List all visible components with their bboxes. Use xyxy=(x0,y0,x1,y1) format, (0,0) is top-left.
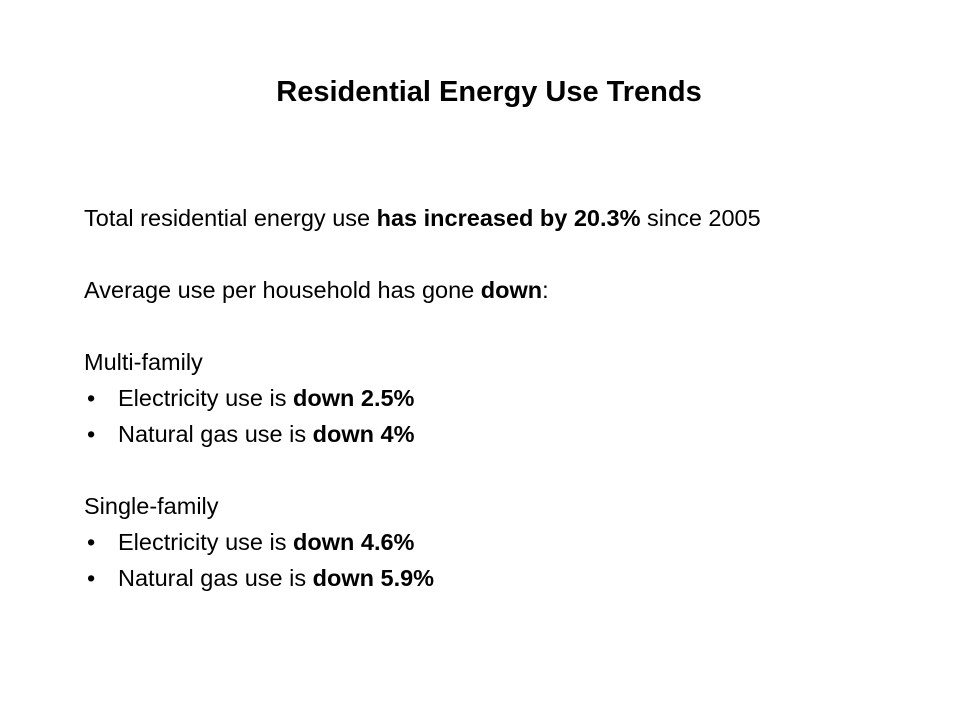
bullet-item: • Electricity use is down 2.5% xyxy=(84,380,944,416)
bullet-icon: • xyxy=(87,565,96,591)
bullet-item-value: down 5.9% xyxy=(312,565,435,591)
bullet-icon: • xyxy=(87,529,96,555)
group-heading-single-family: Single-family xyxy=(84,493,219,519)
total-use-text: Total residential energy use xyxy=(84,205,377,231)
household-use-suffix: : xyxy=(542,277,549,303)
bullet-item-value: down 4% xyxy=(312,421,415,447)
slide-title: Residential Energy Use Trends xyxy=(276,76,702,108)
group-heading-multi-family: Multi-family xyxy=(84,349,203,375)
bullet-item-value: down 4.6% xyxy=(293,529,415,555)
bullet-item: • Electricity use is down 4.6% xyxy=(84,524,944,560)
bullet-item: • Natural gas use is down 4% xyxy=(84,416,944,452)
bullet-item: • Natural gas use is down 5.9% xyxy=(84,560,944,596)
household-use-highlight: down xyxy=(480,277,543,303)
total-use-suffix: since 2005 xyxy=(640,205,761,231)
spacer xyxy=(84,308,944,344)
bullet-item-text: Natural gas use is xyxy=(118,565,313,591)
household-use-statement: Average use per household has gone down: xyxy=(84,272,944,308)
bullet-icon: • xyxy=(87,385,96,411)
spacer xyxy=(84,236,944,272)
bullet-item-text: Natural gas use is xyxy=(118,421,313,447)
bullet-item-text: Electricity use is xyxy=(118,385,293,411)
total-use-highlight: has increased by 20.3% xyxy=(376,205,641,231)
bullet-item-value: down 2.5% xyxy=(293,385,415,411)
spacer xyxy=(84,452,944,488)
slide-body: Total residential energy use has increas… xyxy=(84,200,944,596)
total-use-statement: Total residential energy use has increas… xyxy=(84,200,944,236)
household-use-text: Average use per household has gone xyxy=(84,277,481,303)
bullet-icon: • xyxy=(87,421,96,447)
bullet-item-text: Electricity use is xyxy=(118,529,293,555)
